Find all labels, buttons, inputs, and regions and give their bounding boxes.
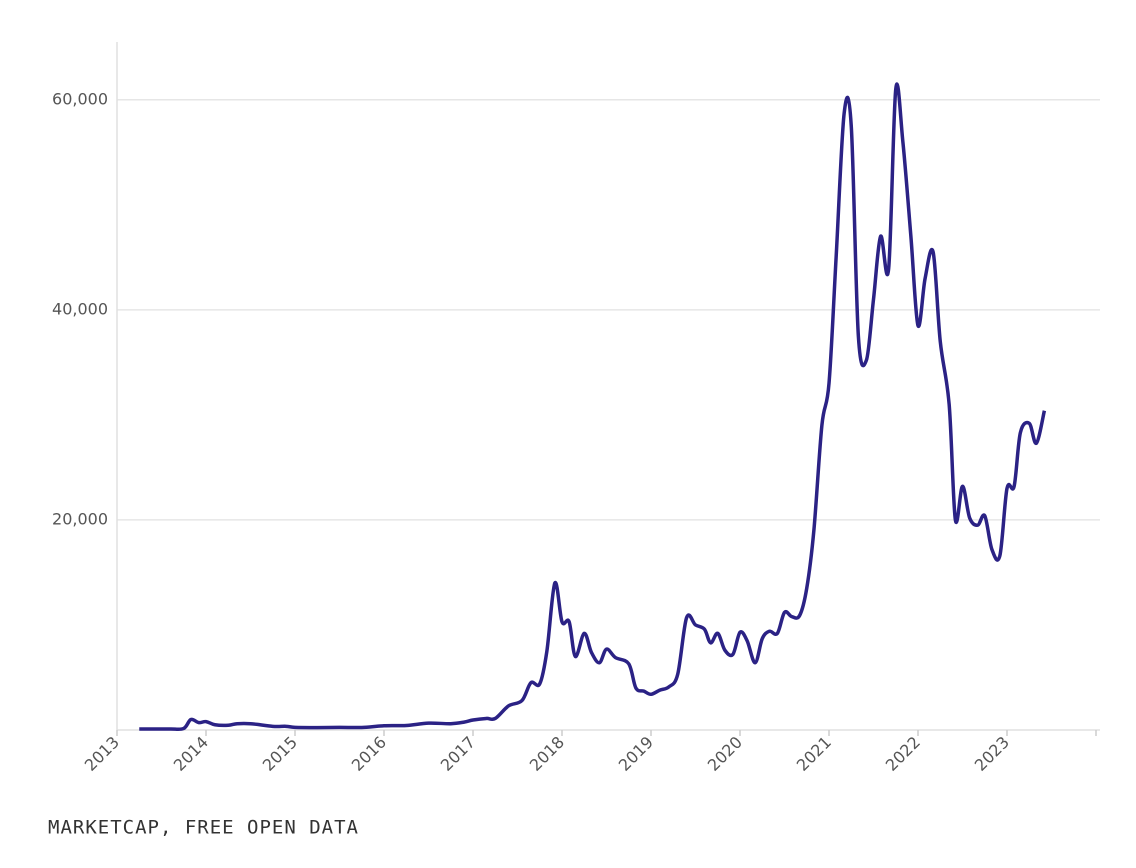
price-line — [139, 82, 1047, 732]
x-tick-label: 2015 — [259, 733, 301, 775]
x-tick-label: 2017 — [437, 733, 479, 775]
y-tick-label: 60,000 — [52, 89, 108, 108]
x-tick-label: 2020 — [704, 733, 746, 775]
x-tick-label: 2014 — [170, 733, 212, 775]
y-tick-label: 20,000 — [52, 509, 108, 528]
x-tick-label: 2022 — [882, 733, 924, 775]
x-tick-label: 2016 — [348, 733, 390, 775]
y-tick-label: 40,000 — [52, 299, 108, 318]
x-tick-label: 2023 — [971, 733, 1013, 775]
x-tick-label: 2019 — [615, 733, 657, 775]
x-tick-label: 2013 — [81, 733, 123, 775]
x-tick-label: 2021 — [793, 733, 835, 775]
x-tick-label: 2018 — [526, 733, 568, 775]
source-note: MARKETCAP, FREE OPEN DATA — [48, 817, 359, 839]
